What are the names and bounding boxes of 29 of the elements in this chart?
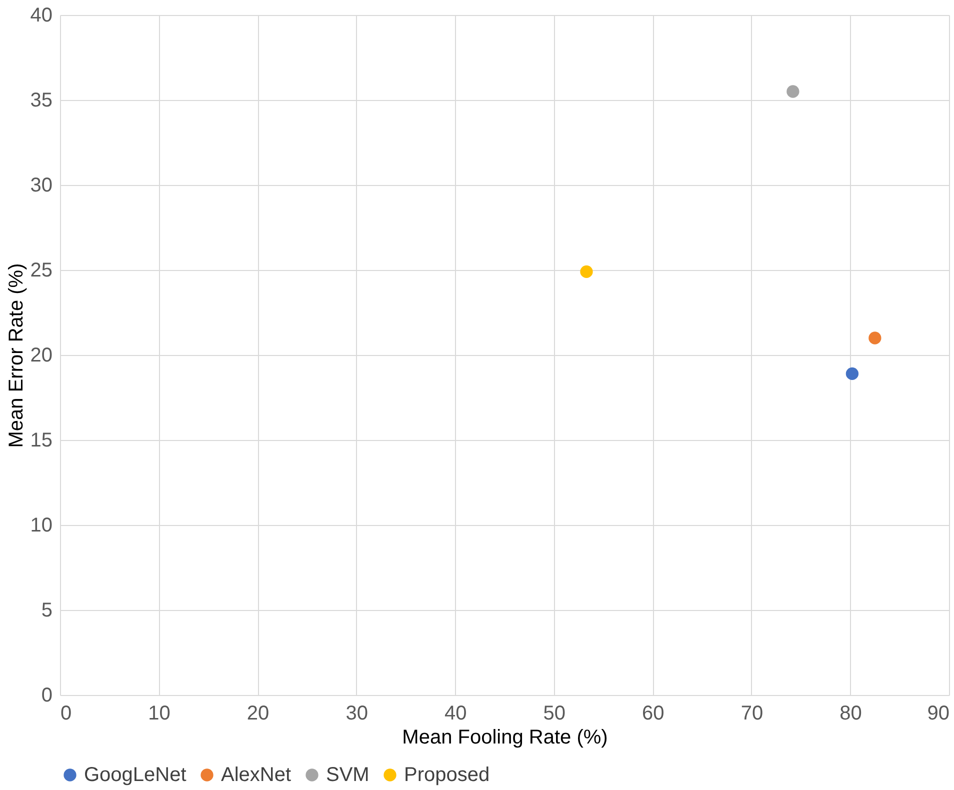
- x-tick-label: 40: [444, 702, 467, 724]
- y-tick-label: 20: [30, 344, 52, 366]
- y-tick-label: 25: [30, 260, 52, 282]
- x-tick-label: 60: [642, 702, 664, 724]
- y-tick-label: 30: [30, 174, 52, 196]
- x-tick-label: 0: [60, 702, 72, 724]
- x-tick-label: 90: [927, 702, 950, 724]
- x-tick-label: 80: [840, 702, 862, 724]
- point: [786, 85, 800, 98]
- x-tick-label: 70: [740, 702, 764, 724]
- y-tick-label: 0: [41, 684, 52, 706]
- y-tick-label: 35: [30, 90, 52, 112]
- legend-label: SVM: [326, 764, 370, 786]
- x-tick-label: 20: [246, 702, 270, 724]
- point: [868, 332, 882, 344]
- legend-label: GoogLeNet: [84, 764, 187, 786]
- y-tick-label: 10: [30, 514, 52, 536]
- point: [846, 367, 859, 380]
- x-tick-label: 50: [543, 702, 566, 724]
- legend-label: AlexNet: [221, 764, 292, 786]
- x-axis-title: Mean Fooling Rate (%): [402, 726, 608, 748]
- y-axis-title: Mean Error Rate (%): [5, 263, 28, 448]
- x-tick-label: 30: [346, 702, 368, 724]
- x-tick-label: 10: [148, 702, 170, 724]
- point: [580, 265, 593, 278]
- y-tick-label: 5: [41, 600, 52, 622]
- legend-label: Proposed: [404, 764, 490, 786]
- y-tick-label: 40: [30, 4, 52, 26]
- y-tick-label: 15: [30, 430, 52, 452]
